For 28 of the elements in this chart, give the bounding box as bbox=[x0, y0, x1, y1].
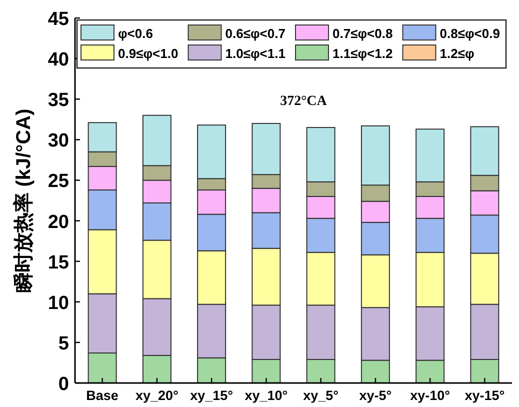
y-tick-label: 15 bbox=[48, 252, 70, 274]
legend-label: φ<0.6 bbox=[118, 26, 153, 41]
y-tick-label: 5 bbox=[58, 333, 70, 354]
y-axis-title: 瞬时放热率 (kJ/°CA) bbox=[12, 108, 35, 292]
x-tick-label: xy_10° bbox=[244, 388, 288, 403]
legend-label: 0.8≤φ<0.9 bbox=[440, 26, 500, 41]
x-tick-label: xy-15° bbox=[464, 388, 505, 403]
y-tick-label: 35 bbox=[48, 90, 70, 112]
legend-label: 1.1≤φ<1.2 bbox=[332, 46, 393, 61]
annotation: 372°CA bbox=[280, 94, 328, 109]
legend-label: 1.0≤φ<1.1 bbox=[225, 46, 286, 61]
x-tick-label: xy-5° bbox=[359, 388, 392, 403]
x-tick-label: xy_5° bbox=[303, 388, 339, 403]
x-tick-label: xy_15° bbox=[190, 388, 234, 403]
x-tick-label: Base bbox=[86, 388, 119, 403]
y-tick-label: 20 bbox=[48, 212, 69, 233]
y-tick-label: 45 bbox=[48, 9, 70, 30]
legend-label: 1.2≤φ bbox=[440, 46, 474, 61]
y-tick-label: 0 bbox=[58, 374, 69, 395]
x-tick-label: xy-10° bbox=[410, 388, 450, 403]
legend-label: 0.9≤φ<1.0 bbox=[118, 46, 178, 61]
y-tick-label: 10 bbox=[48, 292, 69, 314]
y-tick-label: 25 bbox=[48, 171, 70, 192]
y-tick-label: 30 bbox=[48, 130, 69, 152]
legend-label: 0.6≤φ<0.7 bbox=[225, 26, 286, 41]
x-tick-label: xy_20° bbox=[135, 388, 178, 403]
legend-label: 0.7≤φ<0.8 bbox=[332, 26, 393, 41]
y-tick-label: 40 bbox=[48, 50, 69, 71]
